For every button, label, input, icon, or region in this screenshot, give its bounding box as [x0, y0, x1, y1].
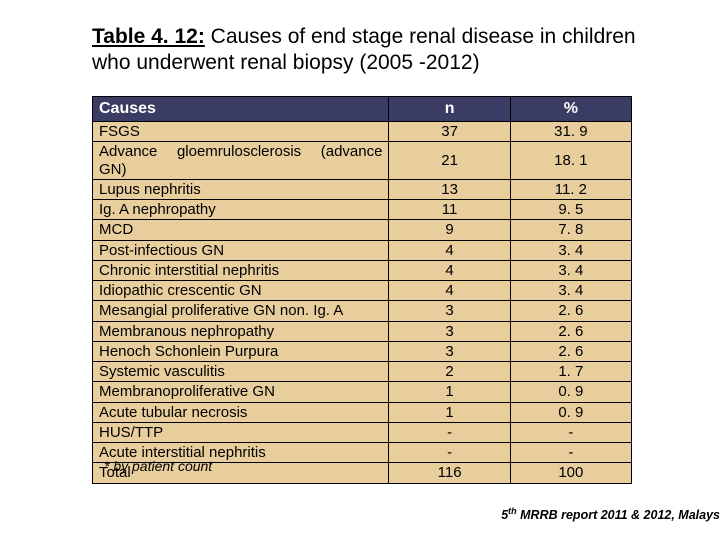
cell-pct: 2. 6 — [510, 341, 631, 361]
cell-n: 1 — [389, 402, 510, 422]
cell-pct: - — [510, 443, 631, 463]
table-row: Systemic vasculitis21. 7 — [93, 362, 632, 382]
cell-pct: - — [510, 422, 631, 442]
cell-cause: Advance gloemrulosclerosis (advance GN) — [93, 142, 389, 180]
cell-pct: 3. 4 — [510, 281, 631, 301]
cell-cause: Membranoproliferative GN — [93, 382, 389, 402]
cell-pct: 7. 8 — [510, 220, 631, 240]
col-header-pct: % — [510, 97, 631, 122]
cell-n: 4 — [389, 240, 510, 260]
cell-pct: 0. 9 — [510, 402, 631, 422]
cell-pct: 100 — [510, 463, 631, 483]
cell-cause: MCD — [93, 220, 389, 240]
cell-cause: Chronic interstitial nephritis — [93, 260, 389, 280]
cell-n: - — [389, 422, 510, 442]
table-row: Membranoproliferative GN10. 9 — [93, 382, 632, 402]
table-row: Membranous nephropathy32. 6 — [93, 321, 632, 341]
cell-n: 116 — [389, 463, 510, 483]
cell-pct: 3. 4 — [510, 240, 631, 260]
cell-cause: HUS/TTP — [93, 422, 389, 442]
cell-n: 4 — [389, 281, 510, 301]
cell-pct: 0. 9 — [510, 382, 631, 402]
table-row: Mesangial proliferative GN non. Ig. A32.… — [93, 301, 632, 321]
cell-pct: 3. 4 — [510, 260, 631, 280]
col-header-n: n — [389, 97, 510, 122]
cell-cause: Henoch Schonlein Purpura — [93, 341, 389, 361]
cell-pct: 18. 1 — [510, 142, 631, 180]
table-row: HUS/TTP-- — [93, 422, 632, 442]
table-row: MCD97. 8 — [93, 220, 632, 240]
cell-pct: 31. 9 — [510, 122, 631, 142]
cell-n: 11 — [389, 200, 510, 220]
col-header-causes: Causes — [93, 97, 389, 122]
cell-n: 3 — [389, 301, 510, 321]
cell-cause: Lupus nephritis — [93, 179, 389, 199]
table-title: Table 4. 12: Causes of end stage renal d… — [92, 24, 660, 77]
table-row: Lupus nephritis1311. 2 — [93, 179, 632, 199]
cell-n: - — [389, 443, 510, 463]
cell-pct: 9. 5 — [510, 200, 631, 220]
cell-n: 1 — [389, 382, 510, 402]
cell-cause: Ig. A nephropathy — [93, 200, 389, 220]
cell-cause: Idiopathic crescentic GN — [93, 281, 389, 301]
table-body: FSGS3731. 9Advance gloemrulosclerosis (a… — [93, 122, 632, 484]
table-head: Causes n % — [93, 97, 632, 122]
cell-pct: 11. 2 — [510, 179, 631, 199]
footnote-text: * by patient count — [104, 458, 212, 474]
cell-pct: 2. 6 — [510, 321, 631, 341]
cell-cause: Acute tubular necrosis — [93, 402, 389, 422]
cell-pct: 1. 7 — [510, 362, 631, 382]
cell-n: 37 — [389, 122, 510, 142]
cell-cause: Mesangial proliferative GN non. Ig. A — [93, 301, 389, 321]
cell-n: 13 — [389, 179, 510, 199]
citation-text: 5th MRRB report 2011 & 2012, Malays — [501, 506, 720, 522]
cell-pct: 2. 6 — [510, 301, 631, 321]
cell-n: 9 — [389, 220, 510, 240]
table-row: Idiopathic crescentic GN43. 4 — [93, 281, 632, 301]
cell-n: 21 — [389, 142, 510, 180]
table-row: Post-infectious GN43. 4 — [93, 240, 632, 260]
cell-cause: Systemic vasculitis — [93, 362, 389, 382]
cell-n: 2 — [389, 362, 510, 382]
cell-cause: FSGS — [93, 122, 389, 142]
table-row: Acute tubular necrosis10. 9 — [93, 402, 632, 422]
table-row: Ig. A nephropathy119. 5 — [93, 200, 632, 220]
table-row: FSGS3731. 9 — [93, 122, 632, 142]
cell-n: 4 — [389, 260, 510, 280]
cell-n: 3 — [389, 341, 510, 361]
causes-table-wrap: Causes n % FSGS3731. 9Advance gloemrulos… — [92, 96, 632, 484]
table-row: Advance gloemrulosclerosis (advance GN)2… — [93, 142, 632, 180]
table-title-label: Table 4. 12: — [92, 25, 205, 48]
cell-cause: Post-infectious GN — [93, 240, 389, 260]
cell-n: 3 — [389, 321, 510, 341]
citation-sup: th — [508, 506, 517, 516]
cell-cause: Membranous nephropathy — [93, 321, 389, 341]
table-row: Chronic interstitial nephritis43. 4 — [93, 260, 632, 280]
table-row: Henoch Schonlein Purpura32. 6 — [93, 341, 632, 361]
citation-rest: MRRB report 2011 & 2012, Malays — [517, 508, 720, 522]
causes-table: Causes n % FSGS3731. 9Advance gloemrulos… — [92, 96, 632, 484]
